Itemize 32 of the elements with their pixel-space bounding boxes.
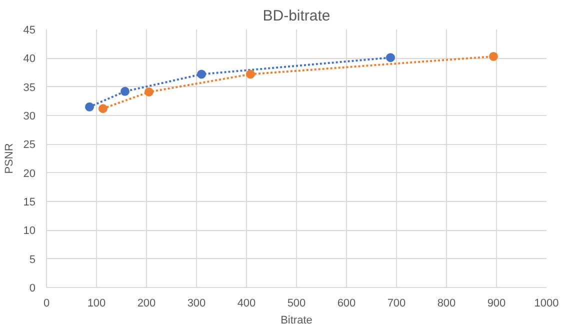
x-tick-label: 1000 — [534, 298, 559, 310]
x-tick-label: 800 — [437, 298, 456, 310]
x-tick-label: 700 — [387, 298, 406, 310]
point — [98, 104, 108, 114]
x-tick-label: 400 — [237, 298, 256, 310]
y-tick-label: 30 — [23, 110, 36, 122]
y-axis-title: PSNR — [3, 143, 16, 174]
point — [246, 70, 255, 79]
y-tick-label: 5 — [29, 254, 36, 266]
x-tick-label: 0 — [43, 298, 50, 310]
x-tick-label: 300 — [187, 298, 206, 310]
point — [386, 53, 395, 62]
point — [489, 52, 498, 61]
x-tick-label: 900 — [487, 298, 506, 310]
y-tick-label: 20 — [23, 168, 36, 180]
point — [85, 102, 94, 112]
x-axis-title: Bitrate — [280, 314, 312, 326]
y-tick-label: 40 — [23, 53, 36, 66]
point — [197, 70, 206, 79]
point — [144, 88, 154, 96]
x-tick-label: 100 — [87, 298, 106, 310]
x-tick-label: 600 — [337, 298, 356, 310]
y-tick-label: 45 — [23, 24, 36, 36]
y-tick-label: 15 — [23, 196, 36, 208]
x-tick-label: 500 — [287, 298, 306, 310]
y-tick-label: 25 — [23, 139, 36, 152]
chart-title: BD-bitrate — [262, 8, 330, 24]
x-tick-label: 200 — [137, 298, 156, 310]
y-tick-label: 35 — [23, 82, 36, 94]
y-tick-label: 10 — [23, 225, 36, 238]
y-tick-label: 0 — [29, 282, 36, 294]
point — [120, 86, 130, 96]
